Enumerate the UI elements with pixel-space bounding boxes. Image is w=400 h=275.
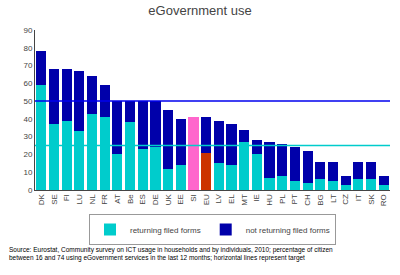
svg-text:DE: DE: [151, 194, 160, 205]
svg-text:SE: SE: [50, 194, 59, 205]
svg-text:not returning filed forms: not returning filed forms: [246, 226, 330, 235]
svg-text:90: 90: [23, 26, 32, 35]
svg-text:FI: FI: [62, 194, 71, 201]
svg-text:MT: MT: [240, 194, 249, 206]
svg-text:NL: NL: [88, 194, 97, 205]
svg-text:ES: ES: [138, 194, 147, 205]
svg-text:50: 50: [23, 97, 32, 106]
svg-text:20: 20: [23, 150, 32, 159]
svg-text:LT: LT: [329, 194, 338, 203]
svg-text:30: 30: [23, 132, 32, 141]
svg-text:CH: CH: [303, 194, 312, 206]
svg-text:PT: PT: [291, 194, 300, 204]
svg-text:RO: RO: [379, 194, 388, 206]
svg-text:returning filed forms: returning filed forms: [130, 226, 201, 235]
svg-text:FR: FR: [100, 194, 109, 205]
svg-text:10: 10: [23, 168, 32, 177]
svg-text:60: 60: [23, 79, 32, 88]
svg-text:IT: IT: [354, 194, 363, 201]
svg-text:0: 0: [28, 186, 33, 195]
svg-text:BG: BG: [316, 194, 325, 206]
svg-text:LU: LU: [75, 194, 84, 204]
svg-text:HU: HU: [265, 194, 274, 206]
svg-text:EE: EE: [176, 194, 185, 205]
svg-text:SI: SI: [189, 194, 198, 202]
svg-text:EL: EL: [227, 194, 236, 204]
svg-text:CZ: CZ: [341, 194, 350, 205]
svg-text:SK: SK: [367, 194, 376, 205]
svg-text:eGovernment use: eGovernment use: [148, 3, 251, 18]
svg-text:AT: AT: [113, 194, 122, 204]
svg-text:UK: UK: [164, 194, 173, 206]
svg-text:PL: PL: [278, 194, 287, 204]
svg-text:LV: LV: [214, 194, 223, 204]
svg-text:70: 70: [23, 61, 32, 70]
svg-text:IE: IE: [252, 194, 261, 202]
svg-text:DK: DK: [37, 194, 46, 206]
svg-text:80: 80: [23, 44, 32, 53]
svg-text:EU: EU: [202, 194, 211, 205]
svg-text:Source: Eurostat, Community su: Source: Eurostat, Community survey on IC…: [9, 246, 333, 262]
svg-text:40: 40: [23, 115, 32, 124]
svg-text:Be: Be: [126, 194, 135, 204]
